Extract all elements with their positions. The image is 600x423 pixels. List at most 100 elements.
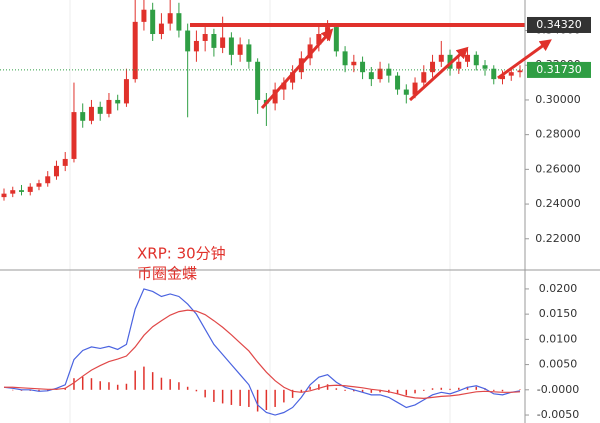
trend-arrow	[260, 28, 334, 110]
macd-bar	[178, 382, 180, 390]
candle-body	[141, 9, 147, 22]
candle-body	[465, 54, 471, 62]
macd-bar	[134, 370, 136, 390]
macd-bar	[291, 389, 294, 398]
macd-bar	[318, 384, 320, 390]
price-tag-label: 0.31730	[536, 63, 582, 76]
candle-body	[386, 68, 392, 76]
candle-body	[80, 112, 86, 121]
macd-bar	[11, 389, 14, 391]
macd-bar	[213, 389, 215, 402]
candle-body	[167, 13, 173, 24]
candle-body	[421, 72, 427, 83]
macd-bar	[309, 386, 311, 390]
price-tag	[527, 61, 591, 78]
candle-body	[351, 61, 357, 66]
candle-body	[246, 44, 252, 62]
macd-bar	[353, 389, 355, 392]
candle-body	[290, 72, 296, 83]
macd-bar	[431, 388, 434, 390]
macd-bar	[195, 389, 198, 392]
candle-body	[281, 82, 287, 90]
candle-body	[517, 70, 523, 73]
macd-bar	[449, 388, 451, 390]
macd-bar	[519, 389, 521, 390]
candle-body	[438, 54, 444, 62]
candle-body	[71, 112, 77, 159]
candle-body	[316, 34, 322, 45]
macd-bar	[90, 378, 93, 390]
y-tick-label: 0.22000	[535, 232, 581, 245]
macd-bar	[475, 386, 478, 390]
annotation: 币圈金蝶	[137, 265, 197, 283]
candle-body	[473, 54, 479, 66]
y-tick-label: 0.26000	[535, 162, 581, 175]
macd-bar	[274, 389, 276, 407]
macd-bar	[396, 389, 399, 395]
annotation: XRP: 30分钟	[137, 245, 226, 263]
candle-body	[377, 68, 383, 80]
macd-bar	[326, 384, 329, 390]
macd-bar	[379, 389, 381, 393]
candle-body	[482, 65, 488, 69]
candle-body	[430, 61, 436, 73]
macd-bar	[230, 389, 233, 405]
macd-bar	[116, 384, 119, 390]
macd-bar	[73, 378, 75, 390]
macd-bar	[466, 386, 469, 390]
price-tag	[527, 16, 591, 33]
candle-body	[158, 23, 164, 35]
candle-body	[36, 183, 42, 187]
candle-body	[272, 89, 278, 104]
macd-bar	[458, 387, 460, 390]
macd-bar	[248, 389, 250, 407]
candle-body	[97, 106, 103, 114]
candle-body	[237, 44, 243, 55]
candle-body	[193, 40, 199, 52]
candle-body	[202, 34, 208, 41]
macd-bar	[256, 389, 259, 412]
candle-body	[1, 193, 7, 198]
candle-body	[368, 72, 374, 80]
macd-bar	[169, 379, 171, 390]
candle-body	[115, 99, 121, 104]
candle-body	[18, 190, 24, 192]
candle-body	[27, 186, 33, 192]
macd-bar	[283, 389, 285, 403]
candle-body	[456, 61, 462, 69]
candle-body	[491, 68, 497, 80]
macd-bar	[405, 389, 408, 396]
macd-bar	[370, 389, 373, 393]
macd-bar	[493, 389, 495, 391]
candle-body	[53, 165, 59, 177]
price-tag-label: 0.34320	[536, 18, 582, 31]
candle-body	[88, 106, 94, 121]
candle-body	[333, 27, 339, 52]
candle-body	[228, 37, 234, 55]
macd-bar	[160, 377, 163, 390]
candle-body	[150, 9, 156, 35]
candle-body	[508, 72, 514, 76]
trend-arrow	[408, 46, 469, 102]
candle-body	[412, 82, 418, 95]
candle-body	[360, 61, 366, 73]
candle-body	[123, 79, 129, 104]
candle-body	[342, 51, 348, 66]
macd-bar	[143, 366, 145, 390]
macd-bar	[125, 383, 128, 390]
y-tick-label: 0.28000	[535, 128, 581, 141]
candle-body	[185, 30, 191, 52]
candle-body	[176, 13, 182, 31]
macd-bar	[239, 389, 241, 406]
candle-body	[500, 75, 506, 80]
y-tick-label: 0.0200	[539, 282, 578, 295]
candle-body	[307, 44, 313, 59]
macd-bar	[151, 372, 154, 390]
macd-bar	[501, 389, 504, 392]
macd-bar	[265, 389, 268, 410]
macd-bar	[300, 389, 303, 393]
macd-bar	[38, 389, 40, 392]
macd-bar	[344, 389, 346, 391]
candle-body	[10, 190, 16, 194]
